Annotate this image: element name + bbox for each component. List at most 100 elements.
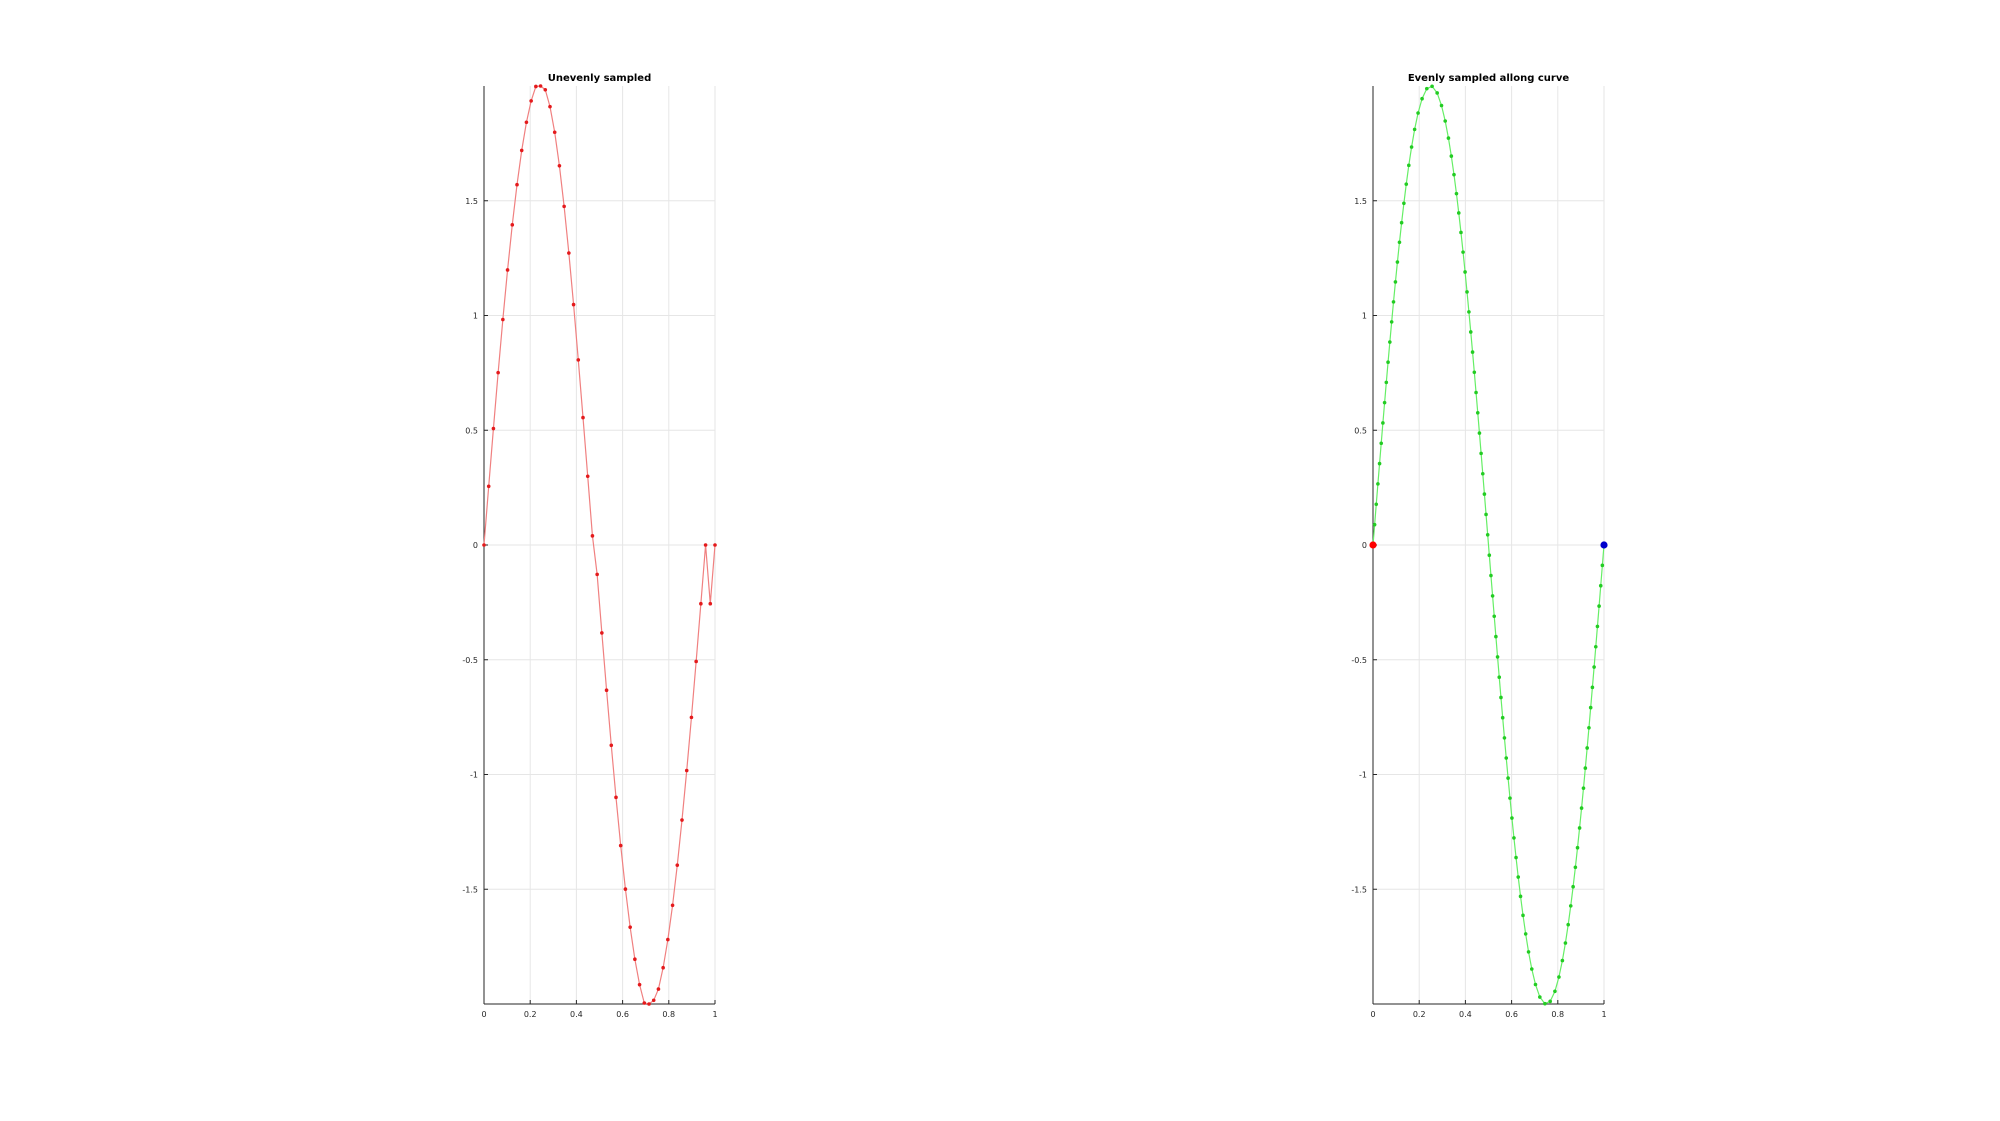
data-point [1439,103,1444,108]
data-point [1382,400,1387,405]
data-point [1407,163,1411,168]
data-point [1563,941,1568,945]
data-point [1548,999,1552,1004]
data-point [1499,695,1503,700]
data-point [1490,594,1495,598]
data-point [496,370,500,375]
data-point [534,84,538,89]
data-point [1412,127,1417,132]
y-tick-label: -1 [1359,771,1367,780]
x-tick-label: 1 [712,1010,717,1019]
data-point [604,688,609,693]
data-point [618,843,623,848]
data-point [1472,370,1477,375]
data-point [1430,84,1434,89]
y-tick-label: -0.5 [462,656,478,665]
data-point [661,965,665,970]
data-point [1538,995,1542,999]
data-point [1587,725,1591,730]
data-point [637,982,642,987]
data-point [1521,913,1525,918]
x-tick-label: 0.4 [1459,1010,1472,1019]
axes-unevenly-sampled: Unevenly sampled 0 0.2 0.4 0.6 0.8 1 -1.5 -1 -0.… [462,73,717,1019]
data-point [524,120,529,125]
endpoint-marker [1369,541,1377,549]
data-point [1484,512,1488,517]
data-point [1508,796,1512,800]
data-point [1502,736,1507,740]
data-point [651,998,656,1003]
data-point [675,863,680,867]
data-point [666,937,670,942]
data-point [1379,441,1384,446]
data-point [543,87,548,92]
y-tick-label: -1.5 [1351,885,1367,894]
data-point [1487,553,1492,557]
data-point [1497,675,1502,679]
data-point [1384,380,1389,385]
y-tick-label: 0 [473,541,478,550]
data-point [1588,705,1593,710]
data-point [529,99,533,103]
y-tick-label: -1.5 [462,885,478,894]
data-point [1495,655,1500,659]
data-point [1523,932,1528,936]
data-point [1512,836,1516,840]
data-point [1470,350,1475,354]
series-line [1372,85,1605,1005]
data-point [642,1001,647,1005]
data-point [1467,310,1471,314]
data-point [595,572,599,577]
data-point [1435,91,1439,95]
data-point [1374,502,1379,507]
data-point [1402,201,1406,206]
data-point [1465,290,1469,294]
data-point [1475,411,1480,415]
data-point [1386,360,1390,365]
data-point [1494,634,1498,639]
x-tick-label: 0.8 [1551,1010,1564,1019]
data-point [562,204,566,209]
data-point [505,268,510,272]
y-tick-label: 1 [1362,312,1367,321]
data-point [1389,320,1394,324]
data-point [633,957,637,962]
y-tick-label: 1.5 [1354,197,1367,206]
data-point [1479,451,1483,456]
x-tick-label: 0.2 [1413,1010,1426,1019]
data-point [1424,86,1429,91]
data-point [614,795,618,800]
data-point [1543,1001,1547,1006]
data-point [1416,111,1420,115]
data-point [515,182,519,187]
data-point [1573,865,1578,870]
data-point [1376,482,1380,486]
data-point [1461,250,1465,254]
data-point [1404,182,1409,186]
data-point [501,317,505,322]
y-tick-label: 0 [1362,541,1367,550]
data-point [1506,776,1510,780]
y-tick-label: 0.5 [1354,426,1367,435]
data-point [1575,845,1580,850]
data-point [647,1002,651,1006]
data-point [1449,154,1454,158]
x-tick-label: 0 [1370,1010,1375,1019]
data-point [1377,461,1382,466]
x-tick-label: 1 [1601,1010,1606,1019]
data-point [1533,982,1538,987]
x-tick-label: 0 [481,1010,486,1019]
data-point [581,415,585,420]
data-point [1480,471,1485,476]
data-point [1571,884,1575,889]
data-point [1397,240,1402,245]
data-point [1395,260,1400,264]
endpoint-marker [1600,541,1608,549]
data-point [1446,136,1451,140]
data-point [571,302,576,307]
y-tick-label: 1.5 [465,197,478,206]
data-point [1514,855,1518,860]
data-point [557,163,562,168]
data-point [1500,715,1505,720]
